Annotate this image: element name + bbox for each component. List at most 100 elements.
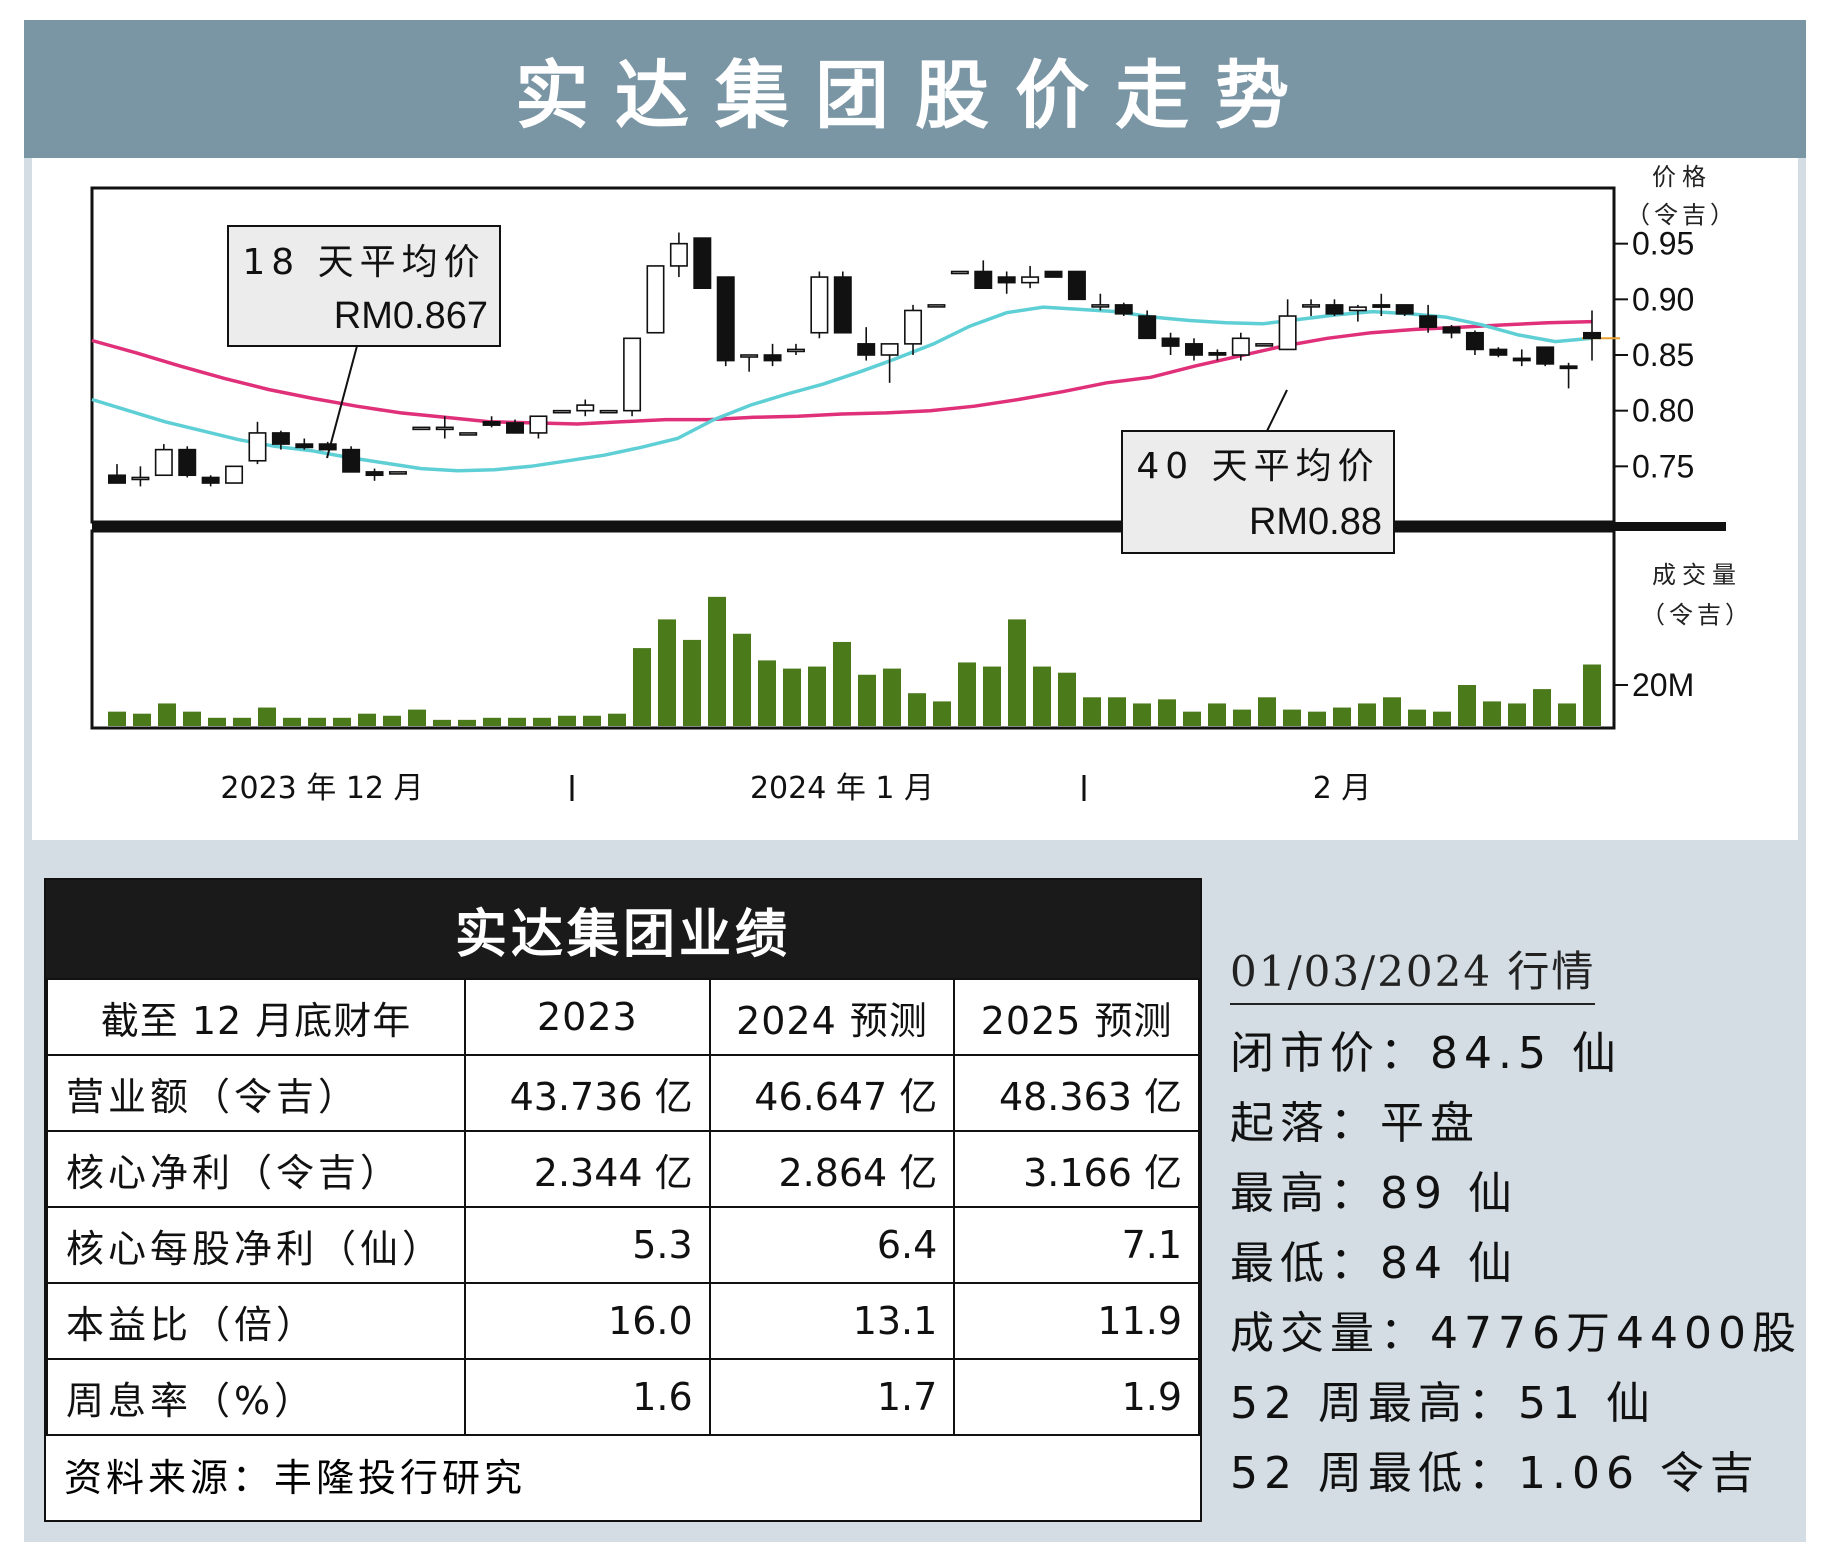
volume-axis-label-line2: （令吉） xyxy=(1641,601,1753,629)
page-title: 实达集团股价走势 xyxy=(515,52,1315,139)
header-2023: 2023 xyxy=(464,978,711,1056)
cell-2025: 11.9 xyxy=(953,1282,1200,1360)
volume-bar xyxy=(1458,685,1476,726)
volume-bar xyxy=(233,717,251,726)
candle-body xyxy=(833,276,852,334)
volume-bar xyxy=(583,715,601,726)
cell-2023: 43.736 亿 xyxy=(464,1054,711,1132)
volume-bar xyxy=(408,709,426,726)
volume-bar xyxy=(1533,689,1551,726)
price-volume-chart: 0.95 0.90 0.85 0.80 0.75 价格 （令吉） 成交量 （令吉） 20… xyxy=(90,163,1753,806)
volume-bar xyxy=(608,713,626,726)
candle-body xyxy=(1138,315,1157,340)
ma40-callout-value: RM0.88 xyxy=(1249,501,1382,543)
row-label: 本益比（倍） xyxy=(46,1282,466,1360)
header-fiscal-year: 截至 12 月底财年 xyxy=(46,978,466,1056)
price-tick-label: 0.85 xyxy=(1632,337,1694,373)
volume-bar xyxy=(1383,697,1401,726)
price-tick-label: 0.95 xyxy=(1632,226,1694,262)
quote-52w-high: 52 周最高：51 仙 xyxy=(1230,1378,1656,1429)
candle-body xyxy=(1044,270,1063,278)
candle-body xyxy=(1583,331,1601,340)
candle-body xyxy=(178,448,197,477)
candle-body xyxy=(365,471,384,477)
table-title: 实达集团业绩 xyxy=(46,880,1200,978)
table-row: 核心每股净利（仙） 5.3 6.4 7.1 xyxy=(46,1206,1200,1284)
volume-bar xyxy=(458,719,476,726)
volume-bar xyxy=(558,715,576,726)
volume-bar xyxy=(1133,703,1151,726)
candle-body xyxy=(880,343,899,356)
row-label: 核心净利（令吉） xyxy=(46,1130,466,1208)
candle-body xyxy=(786,348,805,353)
candle-body xyxy=(482,420,501,426)
candle-body xyxy=(225,465,244,484)
volume-bar xyxy=(1033,666,1051,726)
volume-bar xyxy=(708,596,726,726)
volume-bar xyxy=(483,717,501,726)
cell-2024: 2.864 亿 xyxy=(708,1130,956,1208)
candle-body xyxy=(506,422,525,434)
table-row: 营业额（令吉） 43.736 亿 46.647 亿 48.363 亿 xyxy=(46,1054,1200,1132)
candle-body xyxy=(131,476,150,481)
cell-2024: 6.4 xyxy=(708,1206,956,1284)
volume-bar xyxy=(1083,697,1101,726)
volume-bar xyxy=(333,717,351,726)
candle-body xyxy=(552,409,571,414)
chart-panel: 0.95 0.90 0.85 0.80 0.75 价格 （令吉） 成交量 （令吉） 20… xyxy=(32,158,1798,840)
volume-bar xyxy=(1408,709,1426,726)
volume-bar xyxy=(1108,697,1126,726)
ma18-callout-box xyxy=(227,225,501,347)
candle-body xyxy=(271,432,290,445)
candle-body xyxy=(693,237,712,289)
candle-body xyxy=(1021,276,1040,284)
volume-bar xyxy=(1158,699,1176,726)
volume-bar xyxy=(1208,703,1226,726)
candle-body xyxy=(529,415,548,434)
table-row: 本益比（倍） 16.0 13.1 11.9 xyxy=(46,1282,1200,1360)
volume-bar xyxy=(1433,711,1451,726)
candle-body xyxy=(950,270,969,275)
candle-body xyxy=(1559,365,1578,370)
candle-body xyxy=(342,448,361,473)
cell-2023: 5.3 xyxy=(464,1206,711,1284)
candle-body xyxy=(108,474,126,484)
candle-body xyxy=(810,276,829,334)
candle-body xyxy=(904,309,923,345)
candle-body xyxy=(1184,343,1203,356)
x-label-jan-2024: 2024 年 1 月 xyxy=(750,771,934,806)
candle-body xyxy=(1536,346,1555,365)
candle-body xyxy=(740,354,759,358)
volume-bar xyxy=(1058,672,1076,726)
candle-body xyxy=(1255,343,1274,347)
volume-bar xyxy=(1308,711,1326,726)
candle-body xyxy=(1348,306,1367,312)
volume-bar xyxy=(1558,703,1576,726)
candle-body xyxy=(576,404,595,412)
quote-change: 起落：平盘 xyxy=(1230,1098,1480,1149)
volume-bar xyxy=(1183,711,1201,726)
candle-body xyxy=(1372,304,1391,308)
candle-body xyxy=(1465,331,1484,351)
volume-bar xyxy=(358,713,376,726)
x-label-dec-2023: 2023 年 12 月 xyxy=(220,771,423,806)
candle-body xyxy=(295,443,314,449)
candle-body xyxy=(1302,304,1321,308)
cell-2023: 16.0 xyxy=(464,1282,711,1360)
price-axis-label-line2: （令吉） xyxy=(1626,201,1738,229)
candle-body xyxy=(927,304,946,308)
row-label: 周息率（%） xyxy=(46,1358,466,1436)
candle-body xyxy=(318,443,337,451)
volume-bar xyxy=(1008,619,1026,726)
candle-body xyxy=(459,432,478,436)
volume-bar xyxy=(1358,703,1376,726)
ma18-callout-leader xyxy=(326,345,358,459)
cell-2024: 46.647 亿 xyxy=(708,1054,956,1132)
candle-body xyxy=(599,409,618,414)
table-row: 周息率（%） 1.6 1.7 1.9 xyxy=(46,1358,1200,1436)
candles xyxy=(108,232,1601,487)
volume-bars xyxy=(108,596,1601,726)
cell-2023: 2.344 亿 xyxy=(464,1130,711,1208)
candle-body xyxy=(1231,337,1250,356)
volume-bar xyxy=(783,668,801,726)
